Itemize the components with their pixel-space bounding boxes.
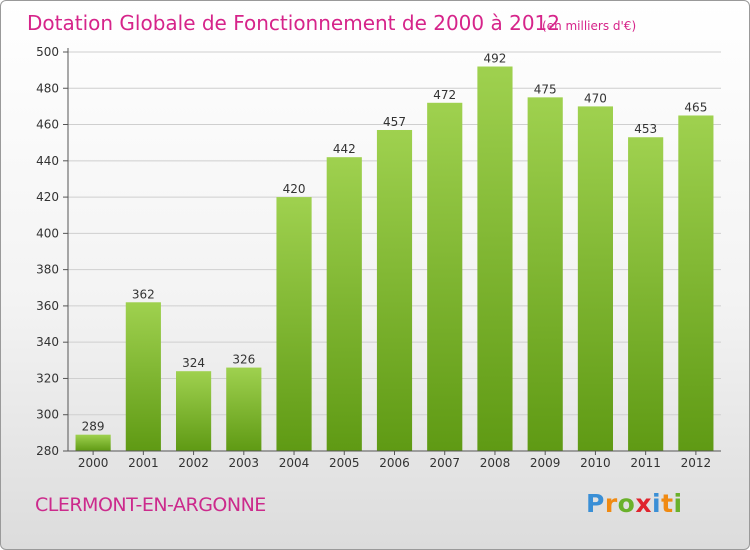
y-tick-label: 460	[36, 118, 59, 132]
bar-2000	[75, 434, 111, 451]
y-tick-label: 360	[36, 299, 59, 313]
chart-subtitle: (en milliers d'€)	[542, 19, 636, 33]
data-label: 472	[433, 88, 456, 102]
logo-letter: o	[617, 489, 636, 518]
y-tick-label: 300	[36, 408, 59, 422]
x-tick-label: 2009	[530, 456, 561, 470]
logo-letter: r	[604, 489, 618, 518]
bar-2012	[678, 115, 714, 452]
x-tick-label: 2006	[379, 456, 410, 470]
data-label: 442	[333, 142, 356, 156]
bar-2010	[577, 106, 614, 451]
x-tick-label: 2011	[630, 456, 661, 470]
logo-letter: P	[586, 489, 605, 518]
bar-2002	[175, 371, 212, 451]
bar-2009	[527, 97, 563, 451]
logo-letter: i	[652, 489, 662, 518]
bar-2004	[276, 197, 312, 451]
logo-letter: i	[673, 489, 683, 518]
chart-title: Dotation Globale de Fonctionnement de 20…	[27, 11, 560, 35]
data-label: 420	[283, 182, 306, 196]
x-tick-label: 2001	[128, 456, 159, 470]
data-label: 457	[383, 115, 406, 129]
bars-group: 289 362 324 326 420 442 457 472 492 475 470 453 465	[75, 52, 714, 452]
data-label: 475	[534, 82, 557, 96]
x-tick-label: 2007	[429, 456, 460, 470]
bar-2006	[376, 129, 413, 451]
y-tick-label: 280	[36, 444, 59, 458]
bar-2003	[226, 367, 262, 451]
proxiti-logo: Proxiti	[586, 489, 683, 518]
x-tick-label: 2010	[580, 456, 611, 470]
x-tick-label: 2000	[78, 456, 109, 470]
y-tick-label: 400	[36, 226, 59, 240]
bar-2005	[326, 157, 362, 451]
data-label: 453	[634, 122, 657, 136]
logo-letter: x	[635, 489, 652, 518]
bar-2001	[125, 302, 161, 451]
x-tick-label: 2008	[480, 456, 511, 470]
data-label: 326	[232, 353, 255, 367]
y-tick-label: 340	[36, 335, 59, 349]
data-label: 470	[584, 91, 607, 105]
y-tick-label: 480	[36, 81, 59, 95]
bar-2011	[628, 137, 664, 451]
x-tick-label: 2004	[279, 456, 310, 470]
bar-2007	[427, 102, 463, 452]
data-label: 362	[132, 287, 155, 301]
commune-name: CLERMONT-EN-ARGONNE	[35, 494, 266, 516]
bar-2008	[477, 66, 513, 451]
axes-group: 280 300 320 340 360 380 400 420 440 460 480 500 2000…	[36, 45, 721, 470]
data-label: 289	[82, 420, 105, 434]
x-tick-label: 2002	[178, 456, 209, 470]
y-tick-label: 420	[36, 190, 59, 204]
y-tick-label: 380	[36, 263, 59, 277]
data-label: 324	[182, 356, 205, 370]
logo-letter: t	[661, 489, 674, 518]
x-tick-label: 2005	[329, 456, 360, 470]
y-tick-label: 440	[36, 154, 59, 168]
data-label: 465	[684, 100, 707, 114]
x-tick-label: 2012	[681, 456, 712, 470]
y-tick-label: 320	[36, 371, 59, 385]
y-tick-label: 500	[36, 45, 59, 59]
x-tick-label: 2003	[229, 456, 260, 470]
data-label: 492	[484, 52, 507, 66]
